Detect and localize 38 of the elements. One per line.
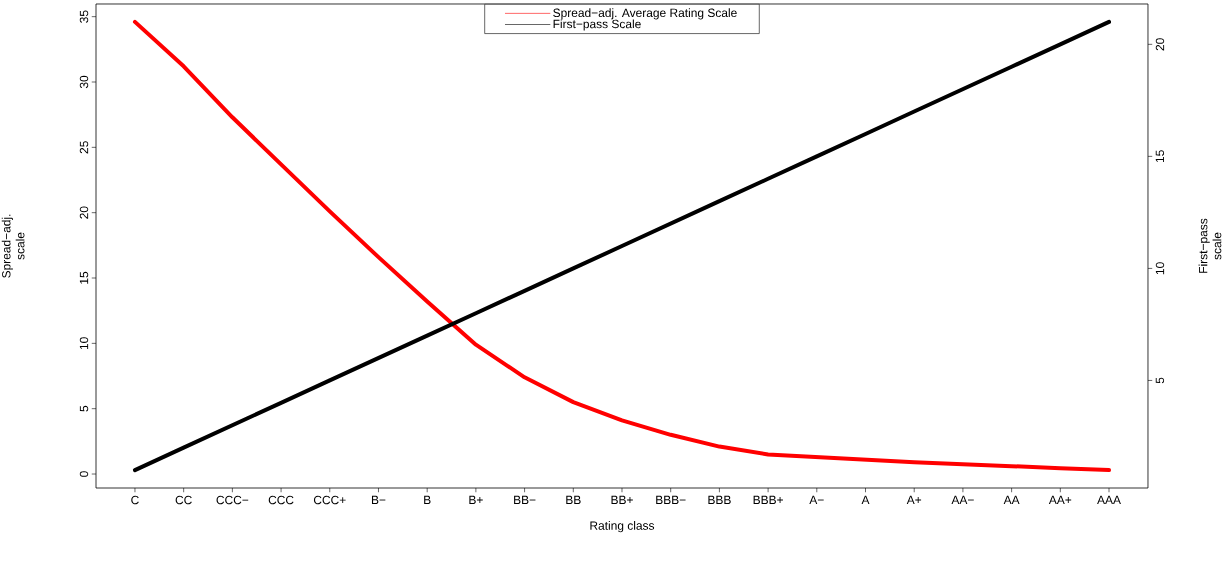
x-tick-label: BBB− bbox=[656, 495, 686, 504]
x-tick-label: AAA bbox=[1097, 495, 1121, 504]
x-tick-label: C bbox=[131, 495, 139, 505]
y2-tick-label: 15 bbox=[1155, 150, 1165, 163]
y2-tick-label: 5 bbox=[1155, 377, 1165, 384]
x-tick-label: A+ bbox=[906, 495, 922, 504]
x-tick-label: BB− bbox=[514, 495, 536, 504]
x-tick-label: B− bbox=[371, 495, 386, 504]
y-tick-label: 35 bbox=[79, 10, 89, 23]
y-tick-label: 5 bbox=[79, 405, 89, 412]
y2-axis-title: First−pass scale bbox=[1198, 218, 1222, 273]
x-tick-label: BB+ bbox=[611, 495, 633, 504]
y-axis-title: Spread−adj. scale bbox=[1, 214, 25, 278]
y2-tick-label: 20 bbox=[1155, 38, 1165, 51]
x-tick-label: BBB bbox=[708, 495, 731, 504]
x-tick-label: A− bbox=[809, 495, 824, 504]
x-tick-label: B+ bbox=[469, 495, 483, 504]
y-tick-label: 10 bbox=[79, 337, 89, 350]
x-axis-title: Rating class bbox=[590, 521, 655, 533]
legend-label: Spread−adj. Average Rating Scale bbox=[553, 8, 737, 20]
x-tick-label: AA+ bbox=[1048, 495, 1072, 504]
y2-tick-label: 10 bbox=[1155, 262, 1165, 275]
y-tick-label: 0 bbox=[79, 471, 89, 477]
x-tick-label: CCC− bbox=[216, 495, 249, 505]
x-tick-label: BB bbox=[566, 495, 581, 504]
y-tick-label: 30 bbox=[79, 75, 89, 89]
y-tick-label: 15 bbox=[79, 271, 89, 284]
legend-label: First−pass Scale bbox=[553, 19, 641, 31]
x-tick-label: AA bbox=[1003, 495, 1020, 504]
x-tick-label: CC bbox=[175, 495, 192, 505]
x-tick-label: B bbox=[424, 495, 431, 504]
x-tick-label: A bbox=[861, 495, 870, 504]
x-tick-label: AA− bbox=[951, 495, 974, 504]
y-tick-label: 20 bbox=[79, 206, 89, 219]
x-tick-label: CCC bbox=[268, 495, 294, 505]
x-tick-label: CCC+ bbox=[313, 495, 346, 505]
y-tick-label: 25 bbox=[79, 141, 89, 154]
x-tick-label: BBB+ bbox=[753, 495, 783, 504]
